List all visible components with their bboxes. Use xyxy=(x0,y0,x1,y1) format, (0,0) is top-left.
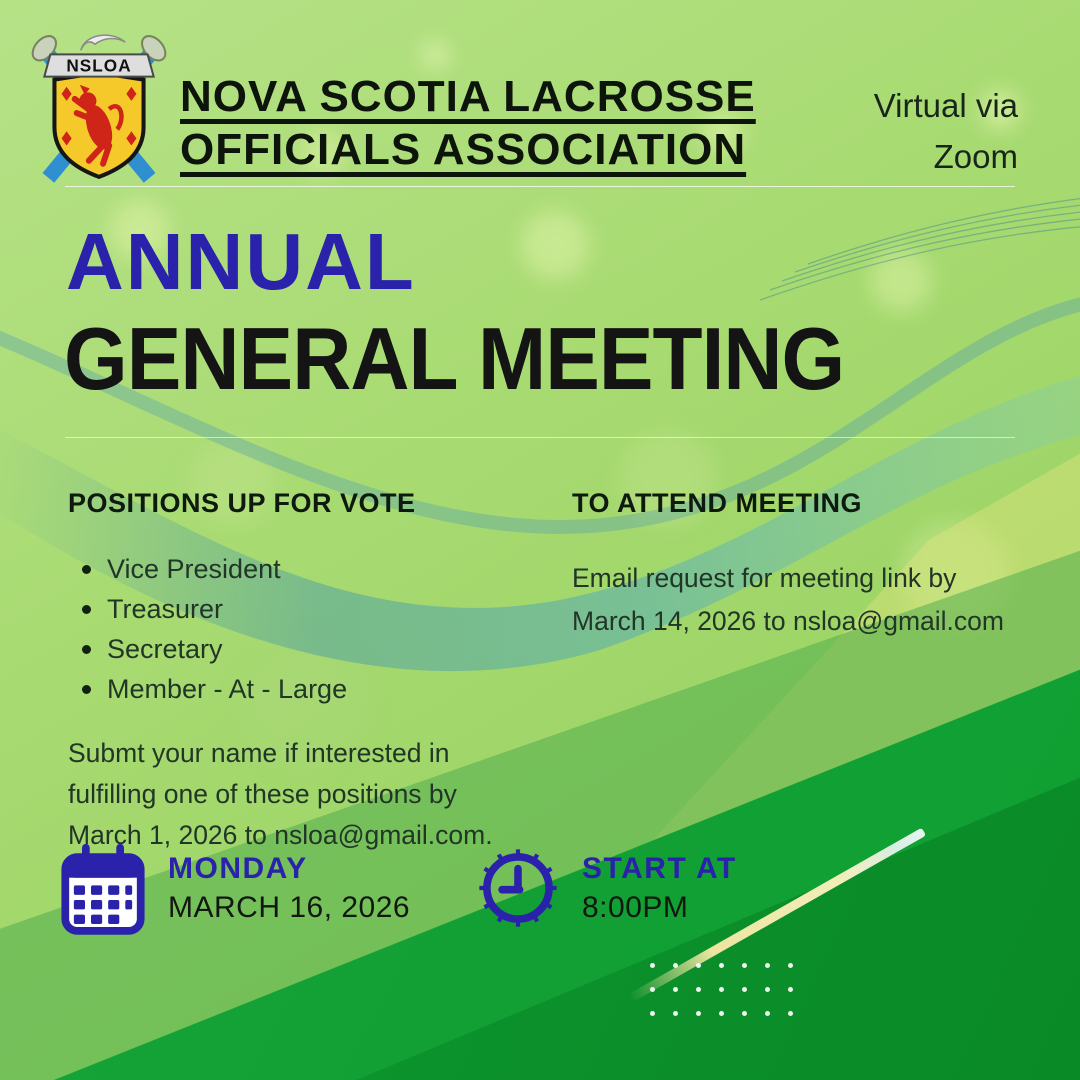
day-label: MONDAY xyxy=(168,851,308,885)
list-item: Secretary xyxy=(82,629,518,669)
title-divider xyxy=(65,437,1015,438)
positions-note: Submt your name if interested in fulfill… xyxy=(68,738,493,850)
dot xyxy=(742,1011,747,1016)
format-line1: Virtual via xyxy=(873,87,1018,124)
attend-section: TO ATTEND MEETING Email request for meet… xyxy=(572,488,1032,643)
date-block: MONDAY MARCH 16, 2026 xyxy=(60,840,410,936)
dot xyxy=(719,963,724,968)
clock-icon xyxy=(479,849,557,927)
date-value: MARCH 16, 2026 xyxy=(168,890,411,924)
meeting-format: Virtual via Zoom xyxy=(874,80,1018,182)
format-line2: Zoom xyxy=(933,138,1018,175)
dot xyxy=(742,963,747,968)
bullet-icon xyxy=(82,684,91,694)
bullet-icon xyxy=(82,604,91,614)
attend-note: Email request for meeting link by March … xyxy=(572,563,1004,636)
dot xyxy=(650,963,655,968)
dot xyxy=(788,1011,793,1016)
positions-heading: POSITIONS UP FOR VOTE xyxy=(68,488,416,518)
positions-list: Vice President Treasurer Secretary Membe… xyxy=(82,549,518,709)
dot xyxy=(765,987,770,992)
dot xyxy=(673,1011,678,1016)
dot xyxy=(788,987,793,992)
start-label: START AT xyxy=(582,851,737,885)
dot xyxy=(742,987,747,992)
position-label: Member - At - Large xyxy=(107,673,348,704)
dot xyxy=(765,963,770,968)
time-text: START AT 8:00PM xyxy=(582,852,737,925)
dot xyxy=(696,987,701,992)
org-name-line1: NOVA SCOTIA LACROSSE xyxy=(180,72,756,121)
list-item: Treasurer xyxy=(82,589,518,629)
title-general-meeting: GENERAL MEETING xyxy=(64,309,845,408)
positions-section: POSITIONS UP FOR VOTE Vice President Tre… xyxy=(68,488,518,856)
time-block: START AT 8:00PM xyxy=(476,846,737,930)
dots-pattern xyxy=(650,963,811,1035)
bullet-icon xyxy=(82,644,91,654)
time-value: 8:00PM xyxy=(582,890,689,924)
dot xyxy=(650,987,655,992)
attend-heading: TO ATTEND MEETING xyxy=(572,488,862,518)
list-item: Member - At - Large xyxy=(82,669,518,709)
title-annual: ANNUAL xyxy=(66,217,416,306)
header-divider xyxy=(65,186,1015,187)
dot xyxy=(719,1011,724,1016)
dot xyxy=(696,963,701,968)
org-name-line2: OFFICIALS ASSOCIATION xyxy=(180,125,747,174)
position-label: Vice President xyxy=(107,553,281,584)
position-label: Secretary xyxy=(107,633,223,664)
calendar-icon xyxy=(61,843,145,935)
dot xyxy=(650,1011,655,1016)
dot xyxy=(765,1011,770,1016)
org-name: NOVA SCOTIA LACROSSE OFFICIALS ASSOCIATI… xyxy=(180,70,756,176)
dot xyxy=(673,963,678,968)
position-label: Treasurer xyxy=(107,593,224,624)
date-text: MONDAY MARCH 16, 2026 xyxy=(168,852,410,925)
svg-text:NSLOA: NSLOA xyxy=(66,56,131,76)
bullet-icon xyxy=(82,564,91,574)
dot xyxy=(673,987,678,992)
dot xyxy=(788,963,793,968)
dot xyxy=(696,1011,701,1016)
list-item: Vice President xyxy=(82,549,518,589)
nsloa-crest-logo: NSLOA xyxy=(31,34,167,183)
dot xyxy=(719,987,724,992)
